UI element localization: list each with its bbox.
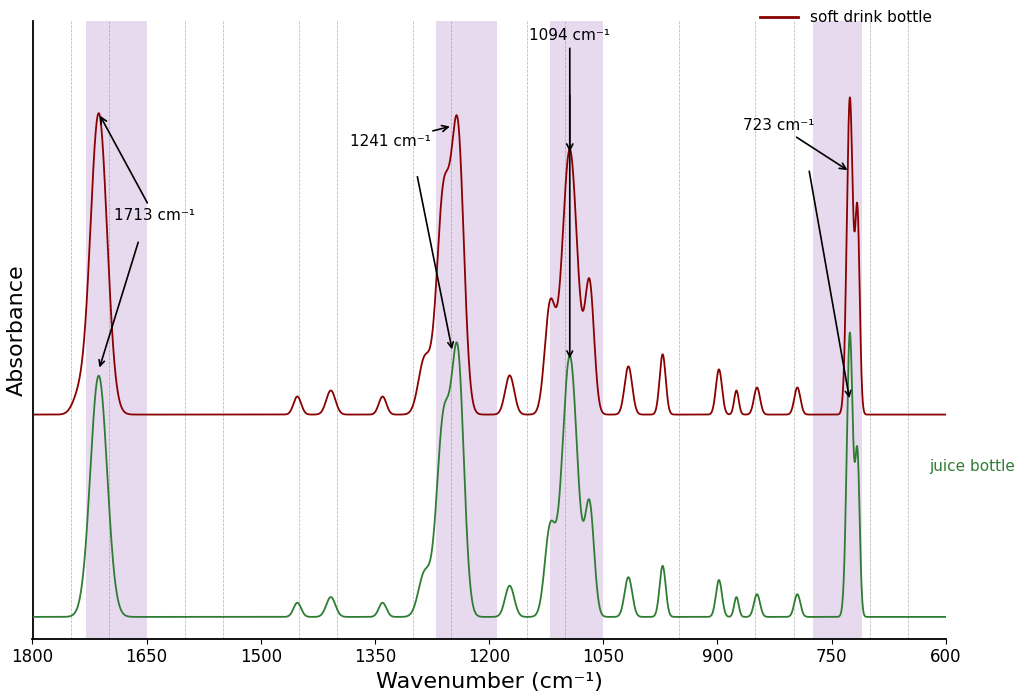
Bar: [813, 21, 862, 639]
Bar: [86, 21, 146, 639]
Bar: [550, 21, 603, 639]
Legend: soft drink bottle: soft drink bottle: [754, 3, 938, 31]
Text: 1094 cm⁻¹: 1094 cm⁻¹: [529, 28, 610, 150]
X-axis label: Wavenumber (cm⁻¹): Wavenumber (cm⁻¹): [376, 672, 602, 692]
Text: juice bottle: juice bottle: [929, 459, 1015, 474]
Bar: [436, 21, 497, 639]
Y-axis label: Absorbance: Absorbance: [7, 264, 27, 396]
Text: 1713 cm⁻¹: 1713 cm⁻¹: [101, 117, 195, 223]
Text: 723 cm⁻¹: 723 cm⁻¹: [742, 118, 846, 169]
Text: 1241 cm⁻¹: 1241 cm⁻¹: [350, 126, 449, 150]
